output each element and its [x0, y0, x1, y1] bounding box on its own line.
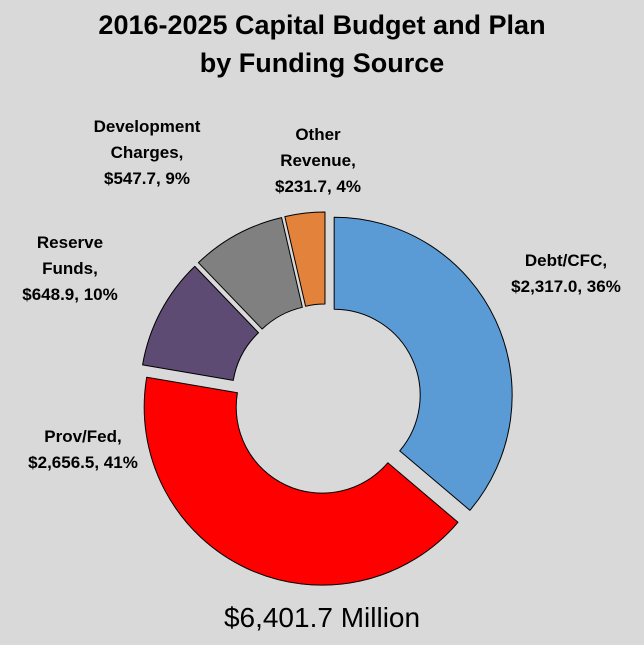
pie-slice-reserve-funds [142, 265, 259, 381]
pie-slice-development-charges [197, 217, 303, 330]
data-label-development-charges: Development Charges, $547.7, 9% [93, 117, 201, 188]
pie-slice-other-revenue [284, 211, 326, 307]
data-label-other-revenue: Other Revenue, $231.7, 4% [274, 125, 361, 196]
data-label-prov-fed: Prov/Fed, $2,656.5, 41% [28, 427, 138, 472]
total-label: $6,401.7 Million [223, 602, 421, 633]
pie-slice-prov-fed [143, 376, 459, 586]
chart-title: 2016-2025 Capital Budget and Plan by Fun… [98, 10, 546, 78]
data-label-reserve-funds: Reserve Funds, $648.9, 10% [22, 233, 118, 304]
data-label-debt-cfc: Debt/CFC, $2,317.0, 36% [511, 251, 621, 296]
pie-slice-debt-cfc [333, 216, 513, 511]
